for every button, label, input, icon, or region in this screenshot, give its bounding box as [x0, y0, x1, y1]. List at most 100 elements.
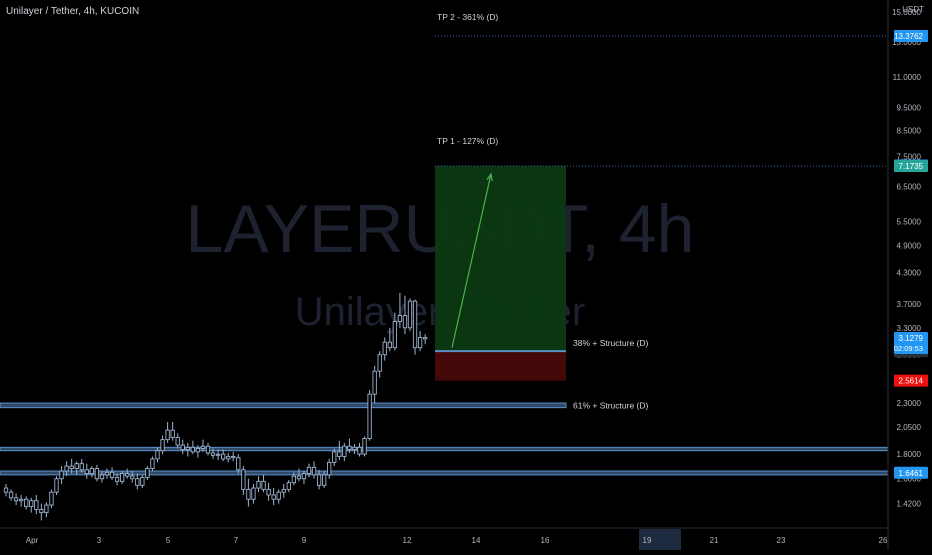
candle[interactable] [281, 483, 286, 498]
candle[interactable] [397, 292, 403, 328]
candle[interactable] [417, 330, 423, 352]
candle[interactable] [150, 456, 155, 472]
candle[interactable] [79, 458, 84, 473]
candle[interactable] [332, 448, 337, 467]
candle[interactable] [231, 451, 236, 462]
candle[interactable] [195, 445, 201, 458]
candle[interactable] [84, 463, 89, 479]
candle[interactable] [311, 461, 317, 479]
candle-body [64, 465, 69, 472]
support-zone-2[interactable] [0, 446, 889, 452]
candle[interactable] [200, 439, 206, 452]
candle[interactable] [342, 442, 347, 462]
candle-body [412, 300, 418, 349]
candle-body [79, 463, 84, 471]
candle[interactable] [301, 471, 307, 484]
candle[interactable] [160, 435, 165, 455]
candle[interactable] [377, 351, 382, 378]
candle[interactable] [190, 440, 195, 455]
candle[interactable] [387, 327, 392, 352]
candle[interactable] [54, 476, 59, 495]
candle[interactable] [104, 468, 110, 479]
profit-zone[interactable] [435, 165, 566, 352]
candle[interactable] [246, 478, 251, 507]
candle[interactable] [347, 438, 352, 454]
candle[interactable] [423, 334, 428, 345]
candle[interactable] [357, 442, 362, 457]
candle[interactable] [180, 439, 185, 455]
candle[interactable] [170, 422, 175, 441]
candle[interactable] [19, 494, 24, 507]
candle[interactable] [236, 454, 241, 474]
support-zone-1[interactable] [0, 402, 567, 409]
candle[interactable] [69, 458, 74, 474]
candle[interactable] [89, 466, 95, 478]
candle[interactable] [64, 461, 69, 477]
candle[interactable] [109, 467, 115, 481]
candle[interactable] [392, 312, 397, 351]
candle[interactable] [59, 466, 64, 484]
candle[interactable] [241, 466, 246, 495]
candle[interactable] [316, 469, 322, 490]
candle[interactable] [175, 433, 180, 449]
candle[interactable] [251, 483, 256, 504]
candle[interactable] [125, 468, 130, 479]
candle[interactable] [412, 299, 418, 355]
support-zone-3[interactable] [0, 470, 889, 476]
candle[interactable] [140, 474, 145, 489]
x-highlight-marker[interactable] [639, 529, 681, 550]
candle[interactable] [407, 298, 413, 331]
candle[interactable] [327, 458, 332, 479]
candle[interactable] [372, 365, 377, 404]
candle[interactable] [114, 473, 120, 486]
candle[interactable] [74, 461, 79, 475]
candle[interactable] [226, 453, 231, 463]
candle[interactable] [3, 483, 9, 497]
candle[interactable] [49, 489, 54, 509]
candle[interactable] [24, 496, 29, 510]
stop-zone[interactable] [435, 351, 566, 381]
candle[interactable] [130, 471, 135, 483]
candle[interactable] [291, 472, 296, 486]
candle[interactable] [155, 447, 160, 463]
candle[interactable] [39, 503, 44, 521]
candle-body [327, 461, 332, 476]
candle[interactable] [276, 489, 281, 504]
candle[interactable] [256, 476, 261, 493]
candle-body [13, 497, 19, 502]
candle[interactable] [94, 464, 100, 482]
candle[interactable] [306, 463, 312, 478]
candle[interactable] [382, 337, 387, 361]
candle[interactable] [266, 482, 271, 501]
candle[interactable] [44, 502, 49, 518]
candle[interactable] [8, 489, 14, 501]
candle[interactable] [322, 471, 327, 489]
candle[interactable] [13, 493, 19, 506]
candle[interactable] [34, 494, 39, 515]
candle[interactable] [362, 436, 367, 457]
candle[interactable] [286, 480, 291, 493]
candle[interactable] [402, 295, 408, 335]
candle[interactable] [261, 474, 266, 493]
candle[interactable] [352, 443, 357, 455]
candle[interactable] [135, 473, 140, 490]
candle[interactable] [367, 389, 372, 441]
candle[interactable] [205, 442, 211, 456]
candle[interactable] [145, 466, 150, 481]
candle[interactable] [210, 448, 216, 459]
candle[interactable] [296, 468, 302, 482]
candle[interactable] [337, 440, 342, 461]
candle[interactable] [99, 471, 105, 483]
candle[interactable] [271, 488, 276, 506]
candle[interactable] [29, 497, 34, 513]
trend-arrow[interactable] [451, 173, 492, 348]
candle-body [387, 341, 392, 349]
candle-body [150, 458, 155, 469]
candle[interactable] [215, 449, 221, 461]
candle[interactable] [220, 449, 226, 462]
candle[interactable] [185, 442, 190, 457]
candle[interactable] [119, 471, 125, 484]
candle[interactable] [165, 422, 170, 443]
